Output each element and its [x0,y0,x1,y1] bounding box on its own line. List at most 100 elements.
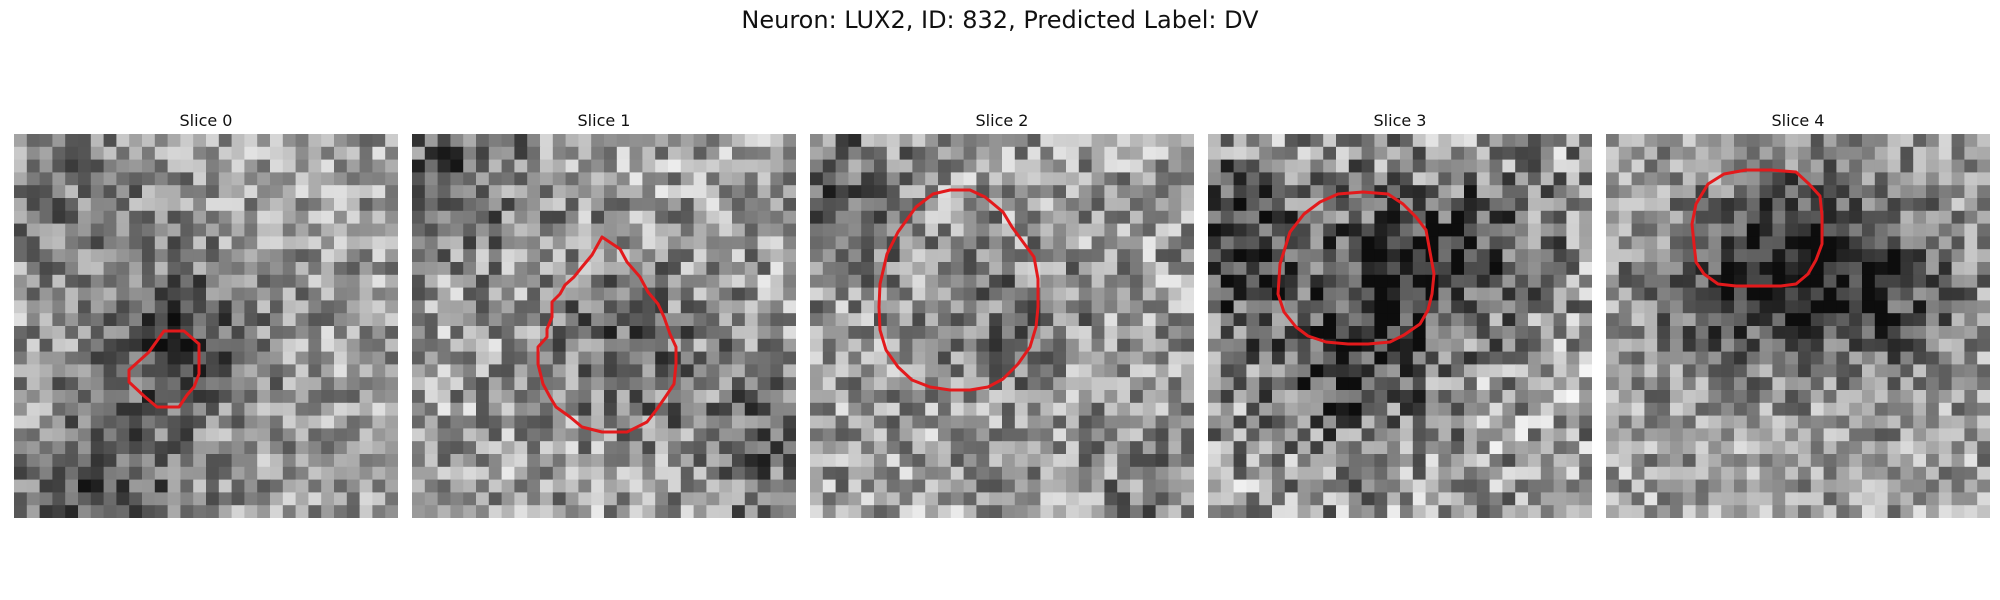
pixel-cell [744,236,759,250]
pixel-cell [1913,236,1927,250]
pixel-cell [629,428,643,442]
pixel-cell [1489,326,1503,340]
pixel-cell [925,159,939,173]
pixel-cell [1425,415,1439,429]
pixel-cell [1002,364,1016,378]
pixel-cell [1682,262,1697,276]
pixel-cell [1002,466,1016,481]
pixel-cell [1798,198,1812,212]
pixel-cell [1618,236,1633,250]
pixel-cell [270,428,284,442]
pixel-cell [1759,185,1773,199]
pixel-cell [39,210,53,225]
pixel-cell [1528,198,1542,212]
pixel-cell [308,274,322,289]
pixel-cell [257,210,271,225]
pixel-cell [180,454,194,468]
pixel-cell [642,479,656,493]
pixel-cell [1155,313,1169,327]
pixel-cell [1066,313,1080,327]
pixel-cell [848,479,862,493]
pixel-cell [1540,134,1555,148]
pixel-cell [488,466,503,481]
pixel-cell [218,274,233,289]
pixel-cell [770,441,784,455]
pixel-cell [476,249,490,263]
pixel-cell [1810,313,1825,327]
pixel-cell [1798,146,1812,161]
pixel-cell [193,300,207,314]
pixel-cell [578,159,592,173]
pixel-cell [1168,223,1182,237]
pixel-cell [154,415,169,429]
pixel-cell [938,146,952,161]
figure-title: Neuron: LUX2, ID: 832, Predicted Label: … [741,6,1259,34]
pixel-cell [1014,390,1029,404]
pixel-cell [1823,428,1837,442]
pixel-cell [412,262,426,276]
pixel-cell [1117,236,1131,250]
pixel-cell [680,351,695,365]
pixel-cell [874,236,888,250]
pixel-cell [1670,390,1684,404]
pixel-cell [1117,364,1131,378]
pixel-cell [1502,492,1516,506]
pixel-cell [1540,300,1555,314]
pixel-cell [270,134,284,148]
pixel-cell [950,223,965,237]
pixel-cell [1746,402,1761,417]
pixel-cell [1387,146,1401,161]
pixel-cell [1862,236,1876,250]
pixel-cell [810,351,824,365]
pixel-cell [1746,172,1761,186]
pixel-cell [231,351,245,365]
pixel-cell [1246,351,1260,365]
pixel-cell [1657,210,1671,225]
slice-title-2: Slice 2 [975,111,1029,130]
pixel-cell [295,223,309,237]
pixel-cell [1117,402,1131,417]
pixel-cell [1476,262,1491,276]
pixel-cell [848,262,862,276]
pixel-cell [1130,402,1144,417]
pixel-cell [1104,454,1118,468]
pixel-cell [886,134,901,148]
pixel-cell [1451,492,1465,506]
pixel-cell [14,479,28,493]
pixel-cell [1502,364,1516,378]
pixel-cell [874,390,888,404]
pixel-cell [604,172,618,186]
pixel-cell [1425,505,1439,518]
pixel-cell [372,313,386,327]
pixel-cell [706,134,720,148]
pixel-cell [744,390,759,404]
pixel-cell [1412,428,1427,442]
pixel-cell [1900,159,1914,173]
pixel-cell [1348,313,1363,327]
pixel-cell [1040,236,1054,250]
pixel-cell [527,236,541,250]
pixel-cell [989,364,1003,378]
pixel-cell [1849,274,1863,289]
pixel-cell [835,287,849,301]
pixel-cell [103,172,117,186]
pixel-cell [1734,492,1748,506]
pixel-cell [103,223,117,237]
pixel-cell [1412,262,1427,276]
pixel-cell [1515,313,1529,327]
pixel-cell [874,223,888,237]
pixel-cell [976,223,990,237]
pixel-cell [874,364,888,378]
pixel-cell [26,262,41,276]
pixel-cell [1489,146,1503,161]
pixel-cell [1374,428,1388,442]
pixel-cell [1040,402,1054,417]
pixel-cell [1323,223,1337,237]
pixel-cell [1168,313,1182,327]
pixel-cell [1233,159,1247,173]
pixel-cell [1181,262,1194,276]
pixel-cell [514,415,528,429]
pixel-cell [1836,198,1850,212]
pixel-cell [604,505,618,518]
pixel-cell [1785,172,1799,186]
